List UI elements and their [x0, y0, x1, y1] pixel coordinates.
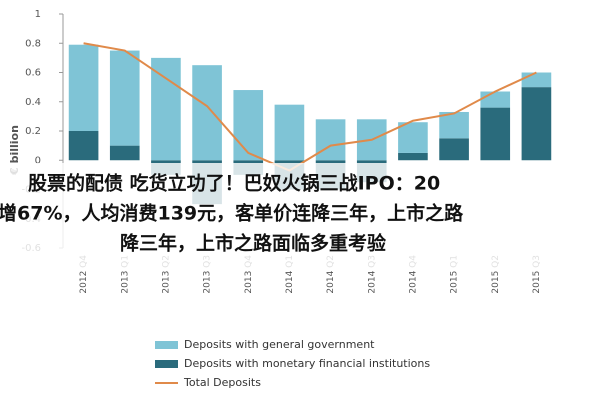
- bar: [398, 152, 428, 161]
- bar: [439, 111, 469, 139]
- x-tick-label: 2012 Q4: [79, 255, 89, 294]
- bar: [480, 107, 511, 161]
- overlay-text: 降三年，上市之路面临多重考验: [120, 232, 387, 255]
- legend-label: Deposits with general government: [184, 338, 375, 351]
- x-tick-label: 2015 Q3: [532, 255, 542, 294]
- x-tick-label: 2014 Q1: [285, 255, 295, 294]
- bar: [151, 57, 181, 161]
- bar: [68, 44, 99, 131]
- bar: [480, 91, 511, 108]
- bar: [521, 87, 552, 161]
- legend-swatch: [155, 341, 178, 349]
- x-tick-label: 2014 Q4: [408, 255, 418, 294]
- x-tick-label: 2013 Q2: [161, 255, 171, 294]
- x-tick-label: 2014 Q3: [367, 255, 377, 294]
- bar: [109, 50, 140, 146]
- y-tick-label: 0.8: [25, 38, 41, 49]
- x-tick-label: 2015 Q1: [450, 255, 460, 294]
- bar: [68, 131, 99, 161]
- y-tick-label: 0.2: [25, 126, 41, 137]
- bar: [109, 145, 140, 161]
- legend-label: Total Deposits: [183, 376, 261, 389]
- total-line: [83, 42, 537, 172]
- x-tick-label: 2015 Q2: [491, 255, 501, 294]
- y-tick-label: 0: [35, 155, 41, 166]
- bar: [521, 72, 552, 88]
- overlay-band: [10, 163, 600, 269]
- bar: [274, 104, 305, 161]
- y-tick-label: 1: [35, 9, 41, 20]
- legend-swatch: [155, 360, 178, 368]
- legend-label: Deposits with monetary financial institu…: [184, 357, 430, 370]
- overlay-text: 股票的配债 吃货立功了！巴奴火锅三战IPO：20: [28, 172, 440, 195]
- x-tick-label: 2013 Q4: [244, 255, 254, 294]
- overlay-text: 增67%，人均消费139元，客单价连降三年，上市之路: [0, 202, 464, 225]
- y-tick-label: 0.4: [25, 97, 41, 108]
- bar: [398, 122, 428, 153]
- x-tick-label: 2013 Q1: [120, 255, 130, 294]
- bar: [233, 90, 264, 161]
- bar: [192, 65, 222, 161]
- y-tick-label: 0.6: [25, 68, 41, 79]
- x-tick-label: 2014 Q2: [326, 255, 336, 294]
- bar: [439, 138, 469, 161]
- x-tick-label: 2013 Q3: [203, 255, 213, 294]
- bar: [315, 119, 346, 161]
